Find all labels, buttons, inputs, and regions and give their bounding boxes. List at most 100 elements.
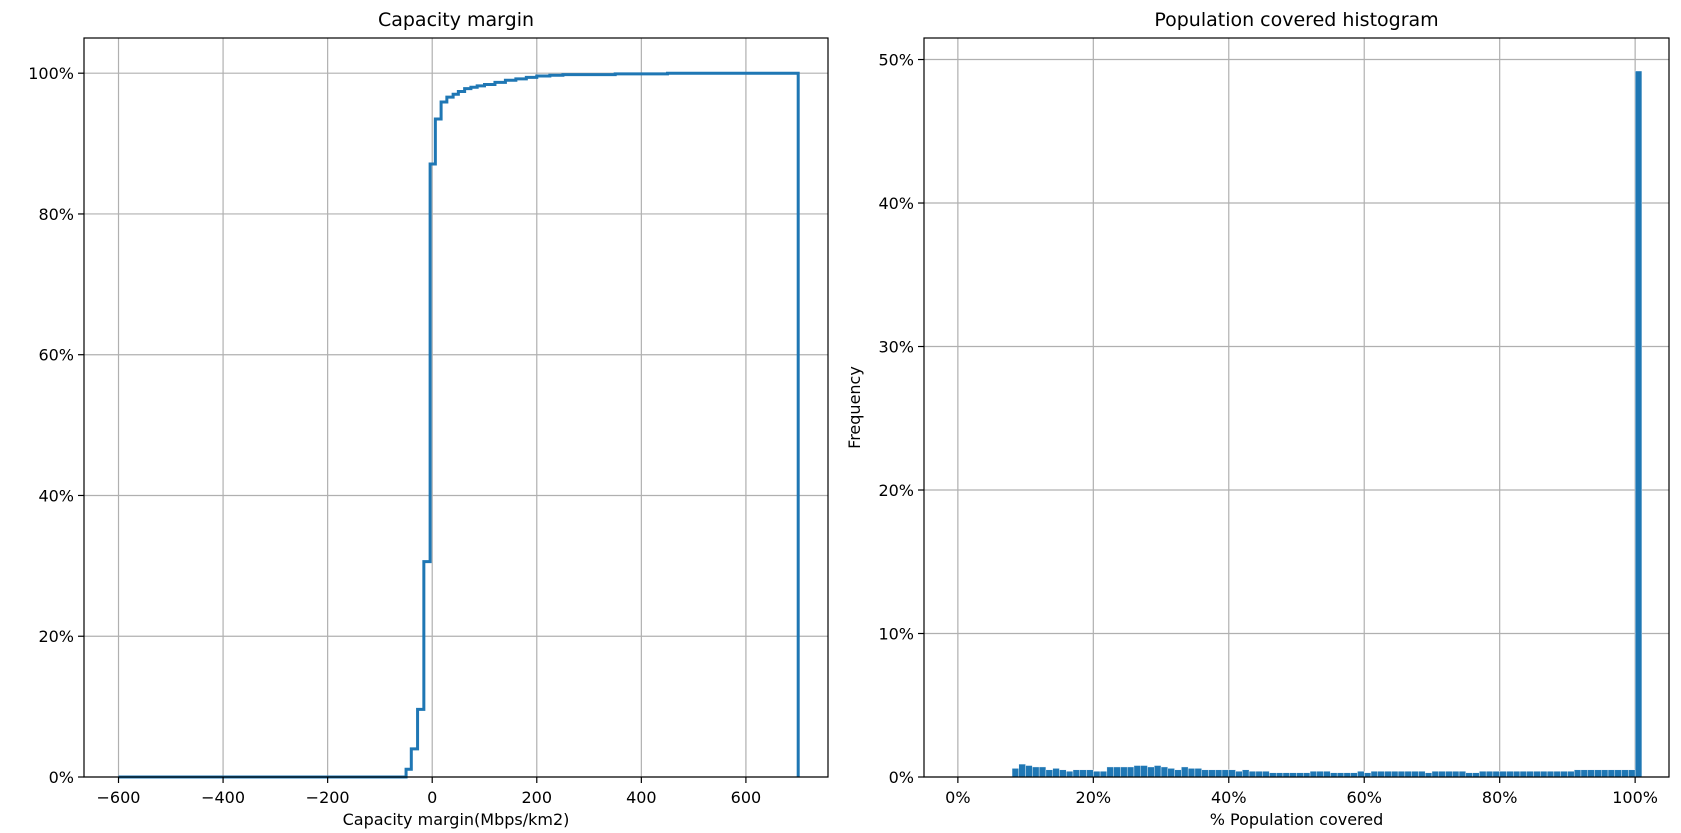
histogram-bar [1472, 772, 1480, 778]
histogram-bar [1621, 769, 1629, 778]
histogram-bar [1594, 769, 1602, 778]
histogram-bar [1431, 771, 1439, 778]
y-tick-label: 50% [878, 51, 914, 70]
histogram-bar [1140, 765, 1148, 778]
histogram-bar [1452, 771, 1460, 778]
histogram-bar [1113, 766, 1121, 778]
histogram-bar [1248, 771, 1257, 778]
histogram-bar [1465, 772, 1473, 778]
population-covered-title: Population covered histogram [1154, 9, 1438, 31]
x-tick-label: 600 [731, 788, 762, 807]
histogram-bar [1181, 766, 1189, 778]
histogram-bar [1330, 772, 1338, 778]
histogram-bar [1573, 769, 1582, 778]
population-covered-bars [1011, 70, 1643, 778]
histogram-bar [1553, 771, 1561, 778]
histogram-bar [1485, 771, 1494, 778]
x-tick-label: 0% [945, 788, 970, 807]
histogram-bar [1228, 769, 1236, 778]
histogram-bar [1607, 769, 1616, 778]
y-tick-label: 80% [38, 205, 74, 224]
y-tick-label: 10% [878, 625, 914, 644]
histogram-bar [1242, 769, 1250, 778]
histogram-bar [1086, 769, 1094, 778]
capacity-margin-cdf-line [118, 71, 800, 779]
histogram-bar [1275, 772, 1284, 778]
histogram-bar [1045, 769, 1053, 778]
histogram-bar [1601, 769, 1609, 778]
x-tick-label: 100% [1612, 788, 1658, 807]
histogram-bar [1303, 772, 1311, 778]
histogram-bar [1235, 771, 1243, 778]
histogram-bar [1634, 70, 1643, 778]
population-covered-y-ticks: 0% 10% 20% 30% 40% 50% [878, 51, 924, 787]
histogram-bar [1567, 771, 1575, 778]
capacity-margin-x-label: Capacity margin(Mbps/km2) [343, 810, 570, 829]
histogram-bar [1506, 771, 1514, 778]
capacity-margin-title: Capacity margin [378, 9, 534, 31]
y-tick-label: 20% [878, 481, 914, 500]
histogram-bar [1154, 765, 1162, 778]
histogram-bar [1411, 771, 1419, 778]
histogram-bar [1546, 771, 1555, 778]
histogram-bar [1032, 766, 1040, 778]
capacity-margin-y-ticks: 0% 20% 40% 60% 80% 100% [28, 64, 84, 787]
histogram-bar [1167, 768, 1175, 778]
histogram-bar [1147, 766, 1155, 778]
histogram-bar [1560, 771, 1568, 778]
histogram-bar [1187, 768, 1196, 778]
population-covered-x-ticks: 0% 20% 40% 60% 80% 100% [945, 777, 1658, 807]
histogram-bar [1201, 769, 1209, 778]
x-tick-label: −200 [306, 788, 350, 807]
histogram-bar [1296, 772, 1304, 778]
histogram-bar [1397, 771, 1406, 778]
histogram-bar [1099, 771, 1108, 778]
y-tick-label: 0% [49, 768, 74, 787]
histogram-bar [1445, 771, 1453, 778]
x-tick-label: −400 [201, 788, 245, 807]
histogram-bar [1269, 772, 1277, 778]
capacity-margin-axes-frame [83, 37, 829, 778]
y-tick-label: 60% [38, 346, 74, 365]
x-tick-label: 40% [1211, 788, 1247, 807]
histogram-bar [1377, 771, 1385, 778]
histogram-bar [1174, 769, 1182, 778]
histogram-bar [1404, 771, 1412, 778]
histogram-bar [1072, 769, 1080, 778]
histogram-bar [1418, 771, 1426, 778]
histogram-bar [1323, 771, 1331, 778]
histogram-bar [1106, 766, 1114, 778]
histogram-bar [1262, 771, 1270, 778]
histogram-bar [1160, 766, 1169, 778]
histogram-bar [1025, 765, 1033, 778]
y-tick-label: 40% [878, 194, 914, 213]
histogram-bar [1255, 771, 1263, 778]
histogram-bar [1289, 772, 1297, 778]
histogram-bar [1492, 771, 1500, 778]
x-tick-label: 200 [522, 788, 553, 807]
histogram-bar [1120, 766, 1128, 778]
y-tick-label: 30% [878, 338, 914, 357]
histogram-bar [1282, 772, 1290, 778]
histogram-bar [1519, 771, 1527, 778]
histogram-bar [1079, 769, 1087, 778]
histogram-bar [1038, 766, 1047, 778]
x-tick-label: 60% [1346, 788, 1382, 807]
histogram-bar [1059, 769, 1067, 778]
histogram-bar [1343, 772, 1351, 778]
histogram-bar [1384, 771, 1392, 778]
y-tick-label: 20% [38, 627, 74, 646]
histogram-bar [1458, 771, 1467, 778]
capacity-margin-x-ticks: −600 −400 −200 0 200 400 600 [97, 777, 762, 807]
histogram-bar [1221, 769, 1229, 778]
population-covered-chart: 0% 20% 40% 60% 80% 100% 0% 10% 20% 30% 40% 50% Pop… [845, 9, 1670, 829]
histogram-bar [1370, 771, 1378, 778]
histogram-bar [1011, 768, 1020, 778]
histogram-bar [1133, 765, 1141, 778]
capacity-margin-chart: −600 −400 −200 0 200 400 600 0% 20% 40% 60% 80% 100… [28, 9, 829, 829]
histogram-bar [1479, 771, 1487, 778]
histogram-bar [1526, 771, 1534, 778]
histogram-bar [1018, 763, 1026, 778]
histogram-bar [1350, 772, 1358, 778]
